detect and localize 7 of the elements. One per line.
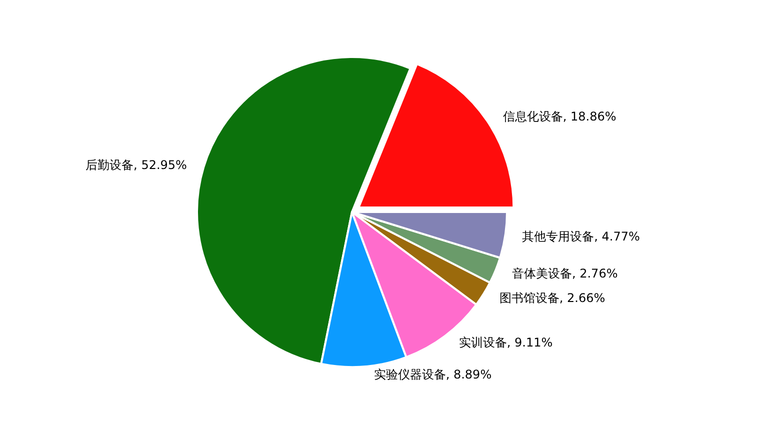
slice-label: 其他专用设备, 4.77% (522, 229, 640, 244)
slice-label: 图书馆设备, 2.66% (499, 291, 606, 306)
slice-label: 音体美设备, 2.76% (512, 266, 618, 280)
slice-label: 实训设备, 9.11% (458, 335, 553, 350)
slice-label: 后勤设备, 52.95% (86, 158, 187, 172)
slice-label: 信息化设备, 18.86% (502, 110, 616, 124)
slice-label: 实验仪器设备, 8.89% (374, 367, 492, 382)
